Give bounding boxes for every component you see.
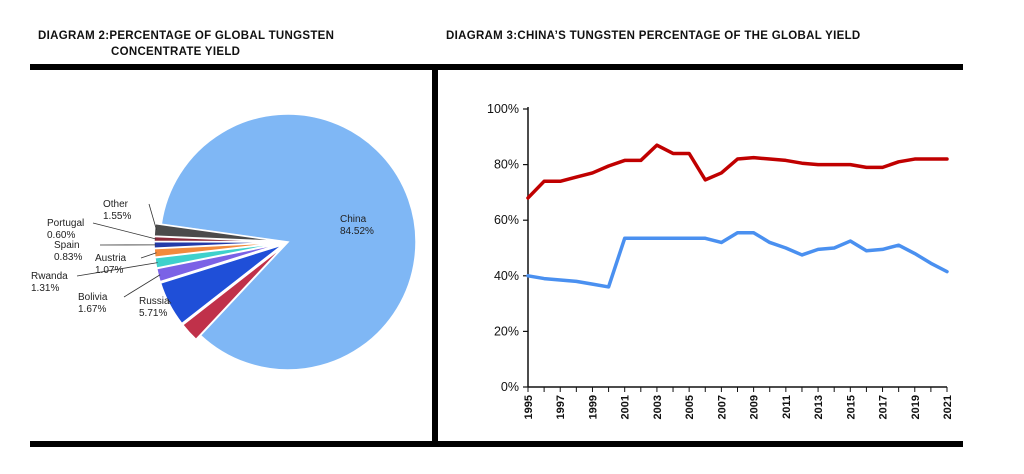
y-tick-label: 40% [494,269,519,283]
y-tick-label: 100% [487,102,519,116]
pie-label-name-other: Other [103,199,129,210]
x-tick-label: 2001 [620,395,632,419]
pie-leader-other [148,203,157,231]
x-tick-label: 2003 [652,395,664,419]
pie-leader-portugal [92,222,157,240]
pie-slice-obscured [181,245,285,341]
x-tick-label: 1999 [587,395,599,419]
pie-label-value-spain: 0.83% [54,252,82,263]
pie-chart-title-line1: DIAGRAM 2:PERCENTAGE OF GLOBAL TUNGSTEN [38,30,335,42]
pie-label-value-portugal: 0.60% [47,230,75,241]
pie-label-name-russia: Russia [139,296,170,307]
x-tick-label: 2019 [910,395,922,419]
pie-label-value-rwanda: 1.31% [31,283,59,294]
series-line-0 [526,143,949,200]
series-line-1 [526,230,949,289]
pie-leader-bolivia [123,274,161,298]
pie-slice-other [153,222,283,243]
x-tick-label: 2011 [781,395,793,419]
top-divider-bar [30,64,963,70]
x-tick-label: 2007 [716,395,728,419]
pie-label-name-spain: Spain [54,240,80,251]
y-tick-label: 20% [494,324,519,338]
pie-label-value-austria: 1.07% [95,265,123,276]
y-tick-label: 60% [494,213,519,227]
pie-label-value-russia: 5.71% [139,308,167,319]
y-tick-label: 0% [501,380,519,394]
x-tick-label: 1995 [523,395,535,419]
x-tick-label: 2005 [684,395,696,419]
pie-leader-rwanda [76,262,158,277]
pie-label-value-other: 1.55% [103,211,131,222]
pie-label-name-china: China [340,214,367,225]
x-tick-label: 2017 [878,395,890,419]
pie-label-value-bolivia: 1.67% [78,304,106,315]
center-divider-bar [432,64,438,447]
x-tick-label: 2015 [845,395,857,419]
pie-label-name-rwanda: Rwanda [31,271,68,282]
x-tick-label: 2009 [749,395,761,419]
x-tick-label: 2021 [942,395,954,419]
pie-leader-austria [140,252,157,259]
pie-label-name-bolivia: Bolivia [78,292,108,303]
x-tick-label: 1997 [555,395,567,419]
pie-leader-russia [168,300,172,304]
bottom-divider-bar [30,441,963,447]
line-chart-title: DIAGRAM 3:CHINA’S TUNGSTEN PERCENTAGE OF… [446,30,861,42]
y-tick-label: 80% [494,158,519,172]
pie-label-name-portugal: Portugal [47,218,84,229]
pie-slice-china [160,113,417,371]
pie-chart-title-line2: CONCENTRATE YIELD [111,46,241,58]
pie-label-value-china: 84.52% [340,226,374,237]
pie-slice-russia [159,244,284,325]
x-tick-label: 2013 [813,395,825,419]
pie-label-name-austria: Austria [95,253,127,264]
